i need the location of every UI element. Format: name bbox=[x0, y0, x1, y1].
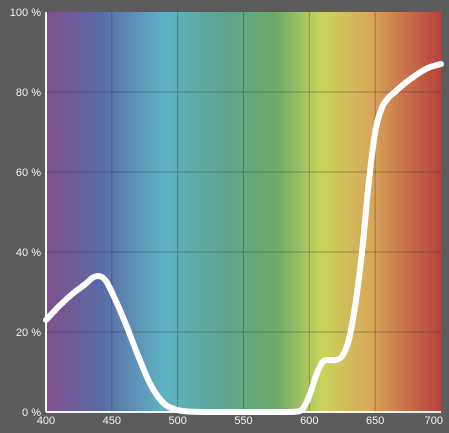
data-point bbox=[283, 412, 284, 413]
data-point bbox=[98, 276, 99, 277]
data-point bbox=[105, 280, 106, 281]
data-point bbox=[296, 411, 297, 412]
grid-lines bbox=[46, 12, 441, 412]
data-point bbox=[375, 132, 376, 133]
data-point bbox=[394, 92, 395, 93]
y-tick-label: 60 % bbox=[16, 167, 41, 179]
data-point bbox=[401, 86, 402, 87]
data-point bbox=[309, 396, 310, 397]
x-tick-label: 650 bbox=[366, 415, 384, 427]
x-axis-ticks: 400 450 500 550 600 650 700 bbox=[37, 415, 443, 427]
y-tick-label: 80 % bbox=[16, 87, 41, 99]
y-tick-label: 20 % bbox=[16, 327, 41, 339]
data-point bbox=[427, 68, 428, 69]
data-point bbox=[204, 412, 205, 413]
data-point bbox=[414, 76, 415, 77]
data-point bbox=[315, 376, 316, 377]
data-point bbox=[355, 304, 356, 305]
x-tick-label: 550 bbox=[234, 415, 252, 427]
data-point bbox=[362, 252, 363, 253]
data-point bbox=[92, 278, 93, 279]
data-point bbox=[138, 356, 139, 357]
data-point bbox=[111, 292, 112, 293]
data-point bbox=[368, 184, 369, 185]
data-point bbox=[302, 408, 303, 409]
data-point bbox=[348, 340, 349, 341]
data-point bbox=[342, 356, 343, 357]
data-point bbox=[335, 360, 336, 361]
data-point bbox=[322, 362, 323, 363]
data-point bbox=[164, 404, 165, 405]
y-axis-ticks: 0 % 20 % 40 % 60 % 80 % 100 % bbox=[10, 7, 41, 419]
series-layer bbox=[43, 61, 444, 416]
x-tick-label: 500 bbox=[168, 415, 186, 427]
data-point bbox=[125, 322, 126, 323]
data-point bbox=[243, 412, 244, 413]
data-point bbox=[329, 360, 330, 361]
y-tick-label: 100 % bbox=[10, 7, 41, 19]
data-point bbox=[85, 284, 86, 285]
y-tick-label: 40 % bbox=[16, 247, 41, 259]
data-point bbox=[381, 108, 382, 109]
transmission-curve bbox=[43, 61, 444, 416]
data-point bbox=[190, 411, 191, 412]
data-point bbox=[59, 306, 60, 307]
data-point bbox=[184, 411, 185, 412]
data-point bbox=[46, 320, 47, 321]
x-tick-label: 700 bbox=[425, 415, 443, 427]
plot-area-background bbox=[46, 12, 441, 412]
x-tick-label: 600 bbox=[300, 415, 318, 427]
x-tick-label: 400 bbox=[37, 415, 55, 427]
data-point bbox=[441, 64, 442, 65]
y-tick-label: 0 % bbox=[22, 407, 41, 419]
data-point bbox=[72, 294, 73, 295]
x-tick-label: 450 bbox=[103, 415, 121, 427]
data-point bbox=[388, 98, 389, 99]
data-point bbox=[177, 410, 178, 411]
data-point bbox=[151, 386, 152, 387]
